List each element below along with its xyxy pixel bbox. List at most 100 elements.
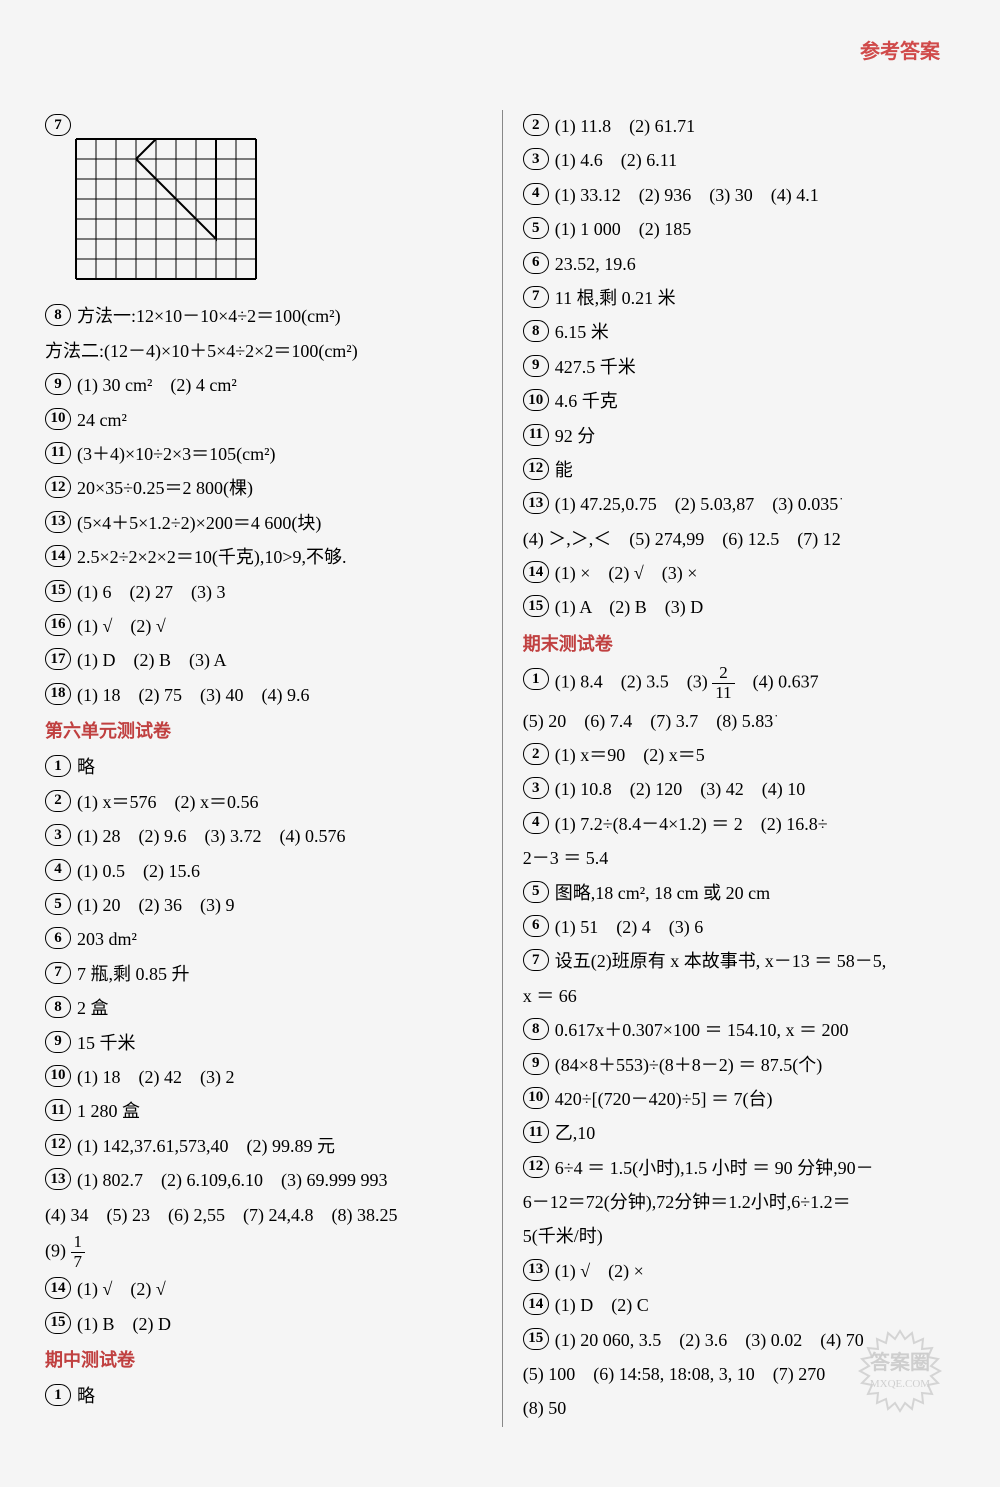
item-number-badge: 6 [523, 915, 549, 937]
answer-text: 图略,18 cm², 18 cm 或 20 cm [555, 877, 957, 909]
answer-text: 略 [77, 1380, 482, 1412]
item-number-badge: 5 [523, 881, 549, 903]
fraction: 17 [71, 1233, 86, 1271]
answer-continuation: 5(千米/时) [523, 1220, 957, 1252]
item-number-badge: 14 [523, 561, 549, 583]
item-number-badge: 3 [45, 824, 71, 846]
answer-item: 10 24 cm² [45, 404, 482, 436]
answer-item: 11 92 分 [523, 420, 957, 452]
item-number-badge: 2 [523, 743, 549, 765]
item-number-badge: 10 [45, 408, 71, 430]
item-number-badge: 5 [45, 893, 71, 915]
answer-item: 14(1) × (2) √ (3) × [523, 557, 957, 589]
answer-item: 13(1) √ (2) × [523, 1255, 957, 1287]
answer-text: 24 cm² [77, 404, 482, 436]
item-number-badge: 13 [45, 511, 71, 533]
answer-text: 23.52, 19.6 [555, 248, 957, 280]
answer-item: 11 (3＋4)×10÷2×3＝105(cm²) [45, 438, 482, 470]
item-number-badge: 10 [523, 1087, 549, 1109]
item-number-badge: 11 [523, 424, 549, 446]
grid-figure [75, 138, 482, 290]
answer-item: 12 能 [523, 454, 957, 486]
answer-item: 12(1) 142,37.61,573,40 (2) 99.89 元 [45, 1130, 482, 1162]
answer-text: (1) √ (2) × [555, 1255, 957, 1287]
answer-text: (1) 8.4 (2) 3.5 (3) 211 (4) 0.637 [555, 664, 957, 702]
answer-item: 14(1) D (2) C [523, 1289, 957, 1321]
answer-item: 9 427.5 千米 [523, 351, 957, 383]
answer-item: 10 4.6 千克 [523, 385, 957, 417]
answer-text: 2.5×2÷2×2×2＝10(千克),10>9,不够. [77, 541, 482, 573]
watermark-text1: 答案圈 [870, 1350, 930, 1374]
answer-item: 5(1) 1 000 (2) 185 [523, 213, 957, 245]
item-number-badge: 5 [523, 217, 549, 239]
item-number-badge: 1 [45, 755, 71, 777]
answer-text: (1) √ (2) √ [77, 1273, 482, 1305]
answer-item: 111 280 盒 [45, 1095, 482, 1127]
answer-item: 126÷4 ＝ 1.5(小时),1.5 小时 ＝ 90 分钟,90－ [523, 1152, 957, 1184]
answer-continuation: x ＝ 66 [523, 980, 957, 1012]
item-number-badge: 11 [45, 442, 71, 464]
answer-text: 427.5 千米 [555, 351, 957, 383]
answer-text: (1) 4.6 (2) 6.11 [555, 144, 957, 176]
item-number-badge: 9 [523, 355, 549, 377]
answer-item: 16(1) √ (2) √ [45, 610, 482, 642]
answer-text: (1) 18 (2) 42 (3) 2 [77, 1061, 482, 1093]
item-number-badge: 1 [523, 668, 549, 690]
answer-text: (84×8＋553)÷(8＋8－2) ＝ 87.5(个) [555, 1049, 957, 1081]
item-number-badge: 13 [45, 1168, 71, 1190]
item-number-badge: 1 [45, 1384, 71, 1406]
answer-continuation: (5) 20 (6) 7.4 (7) 3.7 (8) 5.8͘3͘ [523, 705, 957, 737]
item-number-badge: 2 [523, 114, 549, 136]
item-number-badge: 7 [523, 949, 549, 971]
answer-item: 9(84×8＋553)÷(8＋8－2) ＝ 87.5(个) [523, 1049, 957, 1081]
item-number-badge: 14 [45, 1277, 71, 1299]
answer-item: 915 千米 [45, 1027, 482, 1059]
answer-item: 623.52, 19.6 [523, 248, 957, 280]
answer-text: (5×4＋5×1.2÷2)×200＝4 600(块) [77, 507, 482, 539]
answer-text: 92 分 [555, 420, 957, 452]
answer-text: 能 [555, 454, 957, 486]
answer-text: (1) D (2) C [555, 1289, 957, 1321]
answer-item: 711 根,剩 0.21 米 [523, 282, 957, 314]
item-number-badge: 3 [523, 777, 549, 799]
answer-continuation: 2－3 ＝ 5.4 [523, 842, 957, 874]
answer-text: 4.6 千克 [555, 385, 957, 417]
answer-text: 15 千米 [77, 1027, 482, 1059]
item-number-badge: 14 [45, 545, 71, 567]
item-number-badge: 13 [523, 492, 549, 514]
item-number-badge: 4 [45, 859, 71, 881]
answer-item: 1 (1) 8.4 (2) 3.5 (3) 211 (4) 0.637 [523, 664, 957, 702]
answer-text: 20×35÷0.25＝2 800(棵) [77, 472, 482, 504]
answer-text: (1) 11.8 (2) 61.71 [555, 110, 957, 142]
item-number-badge: 15 [45, 1312, 71, 1334]
answer-text: (1) 30 cm² (2) 4 cm² [77, 369, 482, 401]
answer-continuation: (4) ＞,＞,＜ (5) 274,99 (6) 12.5 (7) 12 [523, 523, 957, 555]
answer-item: 1略 [45, 751, 482, 783]
answer-text: 2 盒 [77, 992, 482, 1024]
answer-text: 11 根,剩 0.21 米 [555, 282, 957, 314]
answer-text: 方法一:12×10－10×4÷2＝100(cm²) [77, 300, 482, 332]
answer-text: (1) √ (2) √ [77, 610, 482, 642]
answer-text: (1) B (2) D [77, 1308, 482, 1340]
answer-text: 1 280 盒 [77, 1095, 482, 1127]
item-number-badge: 10 [45, 1065, 71, 1087]
left-column: 78方法一:12×10－10×4÷2＝100(cm²)方法二:(12－4)×10… [45, 110, 482, 1427]
answer-item: 4(1) 33.12 (2) 936 (3) 30 (4) 4.1 [523, 179, 957, 211]
answer-item: 1220×35÷0.25＝2 800(棵) [45, 472, 482, 504]
answer-text: (1) 47.25,0.75 (2) 5.03,87 (3) 0.03͘5͘ [555, 488, 957, 520]
answer-item: 6(1) 51 (2) 4 (3) 6 [523, 911, 957, 943]
answer-item: 7设五(2)班原有 x 本故事书, x－13 ＝ 58－5, [523, 945, 957, 977]
answer-item: 15(1) 6 (2) 27 (3) 3 [45, 576, 482, 608]
answer-text: 略 [77, 751, 482, 783]
item-number-badge: 15 [523, 1328, 549, 1350]
item-number-badge: 12 [523, 458, 549, 480]
answer-item: 11乙,10 [523, 1117, 957, 1149]
item-number-badge: 10 [523, 389, 549, 411]
watermark-text2: MXQE.COM [870, 1378, 930, 1390]
answer-text: (3＋4)×10÷2×3＝105(cm²) [77, 438, 482, 470]
answer-item: 4(1) 7.2÷(8.4－4×1.2) ＝ 2 (2) 16.8÷ [523, 808, 957, 840]
answer-item: 6203 dm² [45, 923, 482, 955]
answer-text: (1) 18 (2) 75 (3) 40 (4) 9.6 [77, 679, 482, 711]
section-title: 第六单元测试卷 [45, 715, 482, 747]
answer-item: 13(1) 802.7 (2) 6.10͘9,6.10 (3) 69.999 9… [45, 1164, 482, 1196]
